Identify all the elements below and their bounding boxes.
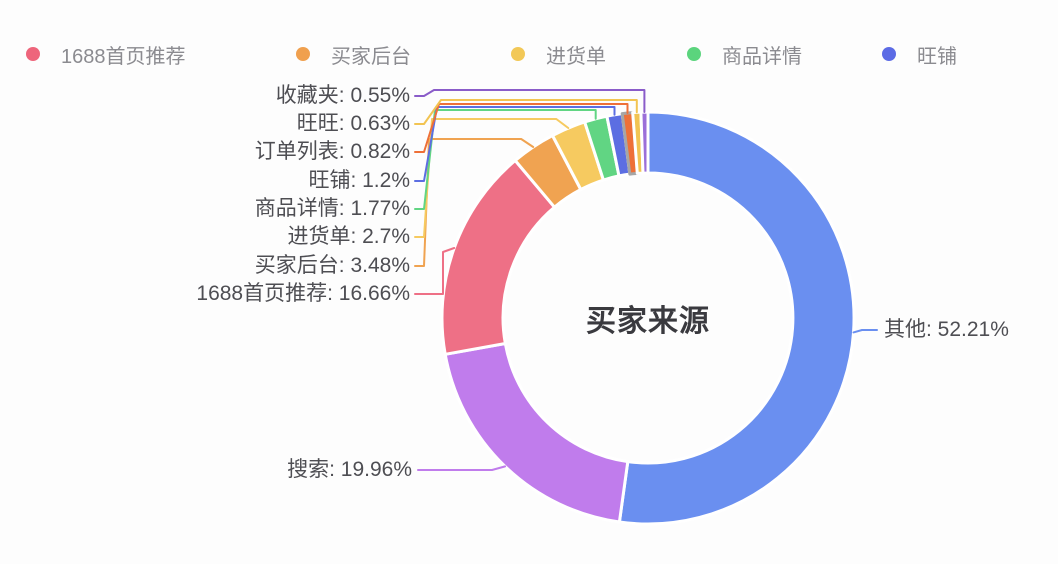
leader-line-进货单 [414, 118, 570, 238]
slice-label-订单列表: 订单列表: 0.82% [254, 140, 410, 163]
legend-dot-icon [511, 47, 525, 61]
slice-label-买家后台: 买家后台: 3.48% [254, 254, 410, 277]
legend-dot-icon [687, 47, 701, 61]
legend-dot-icon [882, 47, 896, 61]
slice-label-收藏夹: 收藏夹: 0.55% [275, 84, 410, 107]
leader-line-旺旺 [414, 99, 638, 125]
legend-item-1688首页推荐[interactable]: 1688首页推荐 [26, 41, 186, 68]
pie-slice-其他[interactable] [617, 110, 856, 526]
slice-label-其他: 其他: 52.21% [884, 318, 1009, 341]
legend-item-商品详情[interactable]: 商品详情 [687, 41, 802, 68]
slice-label-进货单: 进货单: 2.7% [287, 225, 410, 248]
leader-line-1688首页推荐 [414, 247, 456, 295]
leader-line-搜索 [417, 465, 507, 471]
slice-label-旺旺: 旺旺: 0.63% [296, 112, 410, 135]
slice-label-商品详情: 商品详情: 1.77% [254, 197, 410, 220]
leader-line-收藏夹 [414, 89, 646, 113]
legend-item-label: 旺铺 [917, 45, 957, 68]
chart-center-title: 买家来源 [586, 305, 710, 338]
pie-slice-搜索[interactable] [443, 342, 630, 524]
legend-item-label: 1688首页推荐 [61, 45, 186, 68]
legend-item-旺铺[interactable]: 旺铺 [882, 41, 957, 68]
legend-dot-icon [296, 47, 310, 61]
legend-item-label: 商品详情 [722, 45, 802, 68]
leader-line-其他 [852, 329, 878, 334]
pie-slice-收藏夹[interactable] [639, 110, 650, 175]
legend-item-买家后台[interactable]: 买家后台 [296, 41, 411, 68]
legend-item-label: 进货单 [546, 45, 606, 68]
pie-slice-1688首页推荐[interactable] [440, 159, 556, 356]
legend-item-label: 买家后台 [331, 45, 411, 68]
slice-label-搜索: 搜索: 19.96% [287, 458, 412, 481]
slice-label-1688首页推荐: 1688首页推荐: 16.66% [196, 282, 410, 305]
legend-dot-icon [26, 47, 40, 61]
legend-item-进货单[interactable]: 进货单 [511, 41, 606, 68]
slice-label-旺铺: 旺铺: 1.2% [308, 169, 410, 192]
